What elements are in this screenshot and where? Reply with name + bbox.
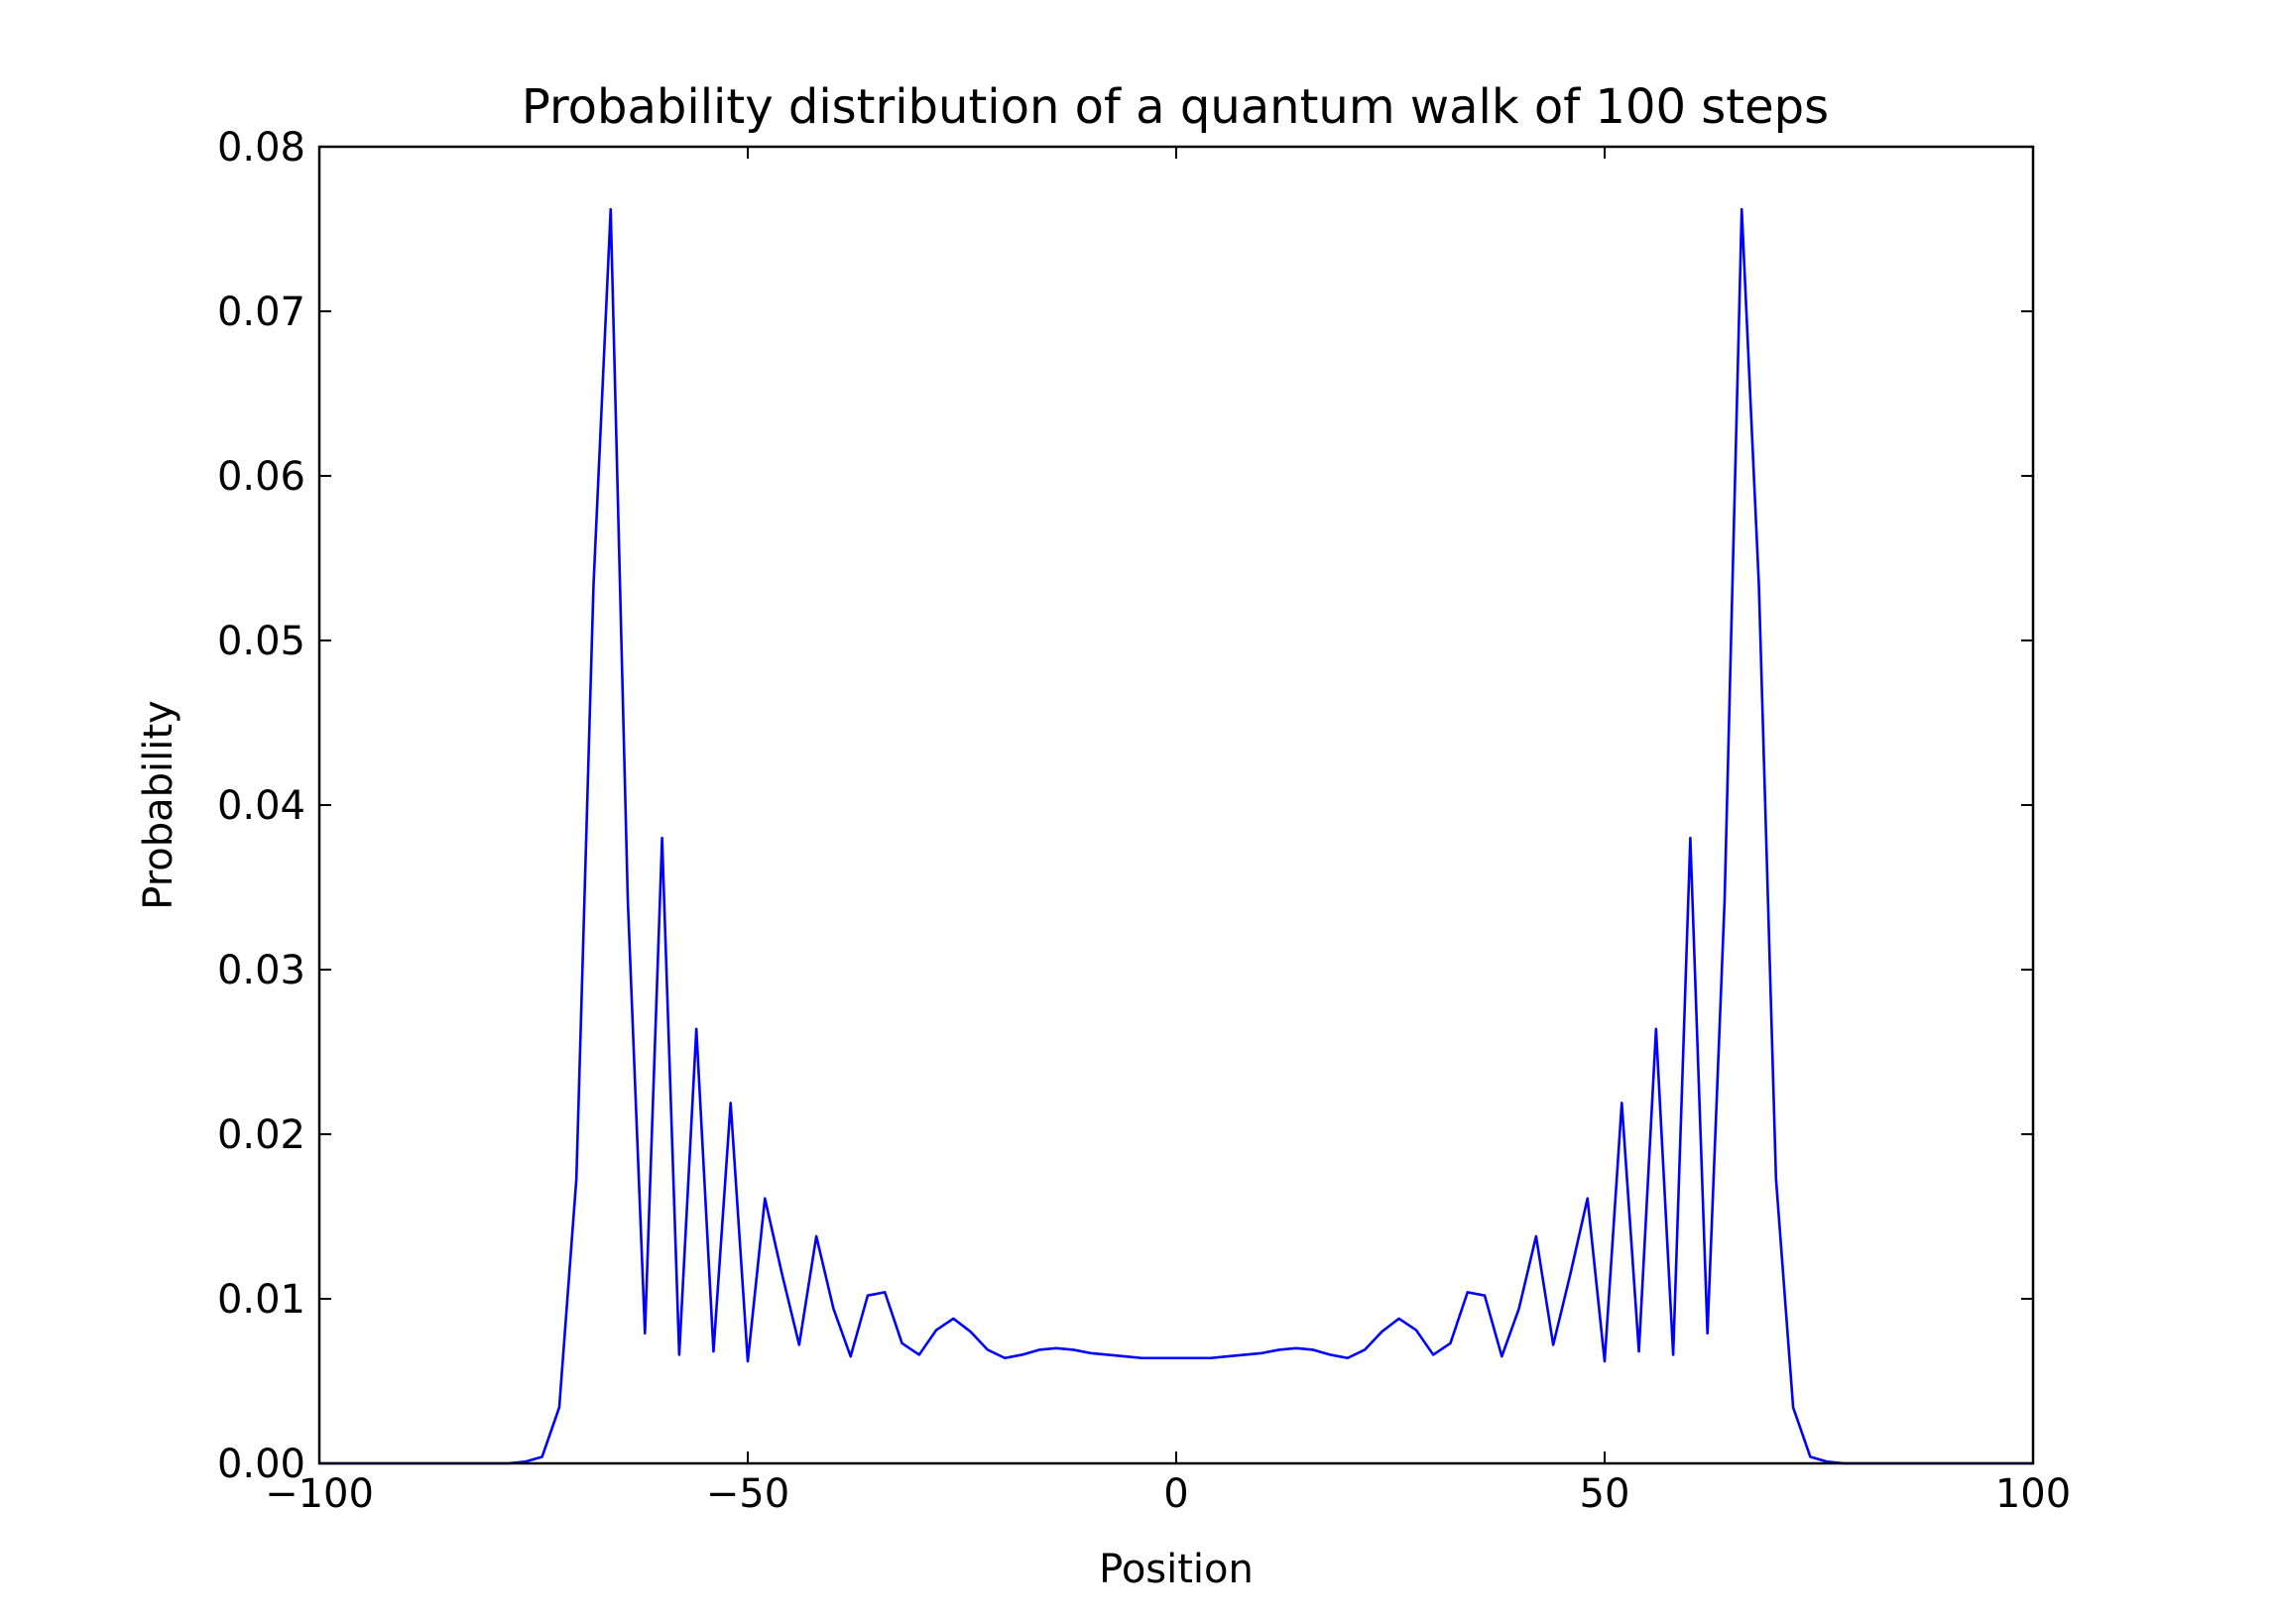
chart-title: Probability distribution of a quantum wa… [522,79,1829,135]
x-axis: −100 −50 0 50 100 [265,147,2071,1517]
y-axis: 0.00 0.01 0.02 0.03 0.04 0.05 0.06 0.07 0.08 [217,125,2033,1487]
series-line-0 [319,207,2033,1465]
y-tick-label: 0.00 [217,1442,305,1487]
y-tick-label: 0.05 [217,619,305,664]
y-axis-label: Probability [136,700,181,909]
x-tick-label: 0 [1163,1471,1188,1517]
y-tick-label: 0.03 [217,948,305,993]
y-tick-label: 0.04 [217,783,305,829]
x-tick-label: 100 [1995,1471,2071,1517]
y-tick-label: 0.06 [217,454,305,500]
y-tick-label: 0.01 [217,1277,305,1323]
plot-frame [317,145,2035,1465]
x-tick-label: −50 [706,1471,789,1517]
y-tick-label: 0.07 [217,290,305,335]
y-tick-label: 0.08 [217,125,305,171]
x-tick-label: −100 [265,1471,374,1517]
y-tick-label: 0.02 [217,1112,305,1158]
plot-area [319,207,2033,1465]
x-axis-label: Position [1099,1547,1254,1592]
x-tick-label: 50 [1580,1471,1630,1517]
